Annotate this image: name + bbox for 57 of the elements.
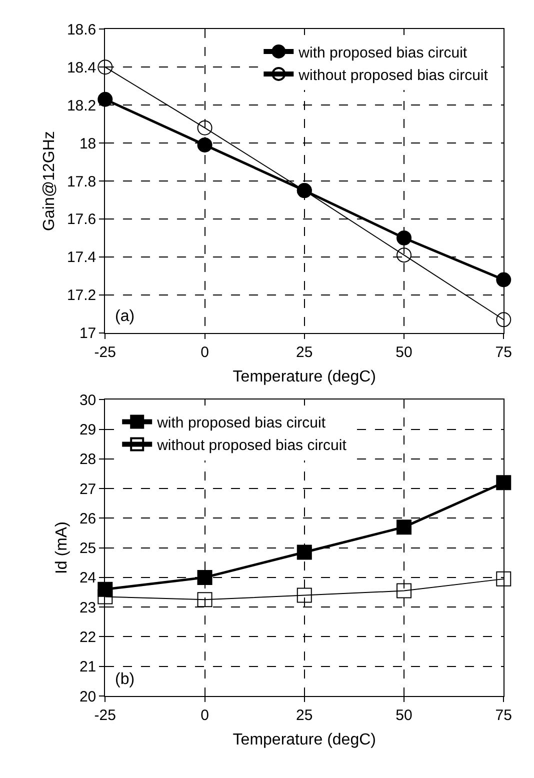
y-tick-label: 17.4 bbox=[66, 249, 96, 266]
y-axis-title: Id (mA) bbox=[53, 522, 70, 574]
point bbox=[396, 520, 412, 535]
y-tick-label: 18.4 bbox=[66, 59, 96, 76]
x-tick-label: -25 bbox=[94, 707, 116, 724]
x-axis-title: Temperature (degC) bbox=[232, 732, 376, 749]
point bbox=[98, 60, 113, 75]
y-tick-label: 30 bbox=[79, 392, 96, 409]
legend-label: without proposed bias circuit bbox=[298, 66, 489, 84]
point bbox=[98, 92, 113, 107]
point bbox=[296, 544, 312, 560]
y-tick-label: 29 bbox=[79, 422, 96, 439]
y-tick-label: 18.6 bbox=[66, 21, 96, 38]
point bbox=[496, 312, 512, 328]
x-tick-label: 75 bbox=[495, 344, 512, 361]
point bbox=[396, 230, 412, 246]
legend-label: with proposed bias circuit bbox=[156, 414, 326, 432]
point bbox=[296, 588, 312, 603]
x-tick-label: 0 bbox=[200, 707, 209, 724]
legend-label: with proposed bias circuit bbox=[298, 44, 468, 62]
x-tick-label: 0 bbox=[200, 344, 209, 361]
point bbox=[396, 583, 412, 598]
y-tick-label: 25 bbox=[79, 540, 96, 558]
y-axis-title: Gain@12GHz bbox=[40, 131, 58, 231]
point bbox=[496, 571, 512, 586]
x-tick-label: -25 bbox=[94, 344, 116, 361]
y-tick-label: 18 bbox=[79, 135, 96, 152]
y-tick-label: 21 bbox=[79, 658, 96, 676]
y-tick-label: 17.6 bbox=[66, 211, 96, 228]
point bbox=[98, 589, 113, 604]
point bbox=[396, 248, 412, 263]
x-tick-label: 75 bbox=[495, 707, 512, 724]
y-tick-label: 20 bbox=[79, 688, 96, 706]
point bbox=[496, 475, 512, 490]
y-tick-label: 28 bbox=[79, 451, 96, 468]
point bbox=[197, 570, 212, 585]
x-tick-label: 50 bbox=[396, 707, 412, 724]
legend-label: without proposed bias circuit bbox=[156, 437, 348, 454]
x-tick-label: 25 bbox=[296, 344, 313, 361]
point bbox=[197, 592, 212, 608]
point bbox=[496, 272, 512, 288]
y-tick-label: 24 bbox=[79, 570, 96, 587]
x-axis-title: Temperature (degC) bbox=[232, 368, 376, 386]
y-tick-label: 22 bbox=[79, 628, 96, 646]
annotation: (b) bbox=[115, 671, 135, 688]
y-tick-label: 17.8 bbox=[66, 173, 96, 190]
annotation: (a) bbox=[115, 308, 135, 325]
point bbox=[197, 120, 212, 136]
point bbox=[197, 137, 212, 152]
y-tick-label: 27 bbox=[79, 480, 96, 498]
x-tick-label: 25 bbox=[296, 707, 313, 724]
y-tick-label: 17 bbox=[79, 325, 96, 342]
y-tick-label: 23 bbox=[79, 599, 96, 616]
x-tick-label: 50 bbox=[396, 344, 412, 361]
y-tick-label: 17.2 bbox=[66, 287, 96, 304]
y-tick-label: 18.2 bbox=[66, 97, 96, 114]
y-tick-label: 26 bbox=[79, 510, 96, 528]
